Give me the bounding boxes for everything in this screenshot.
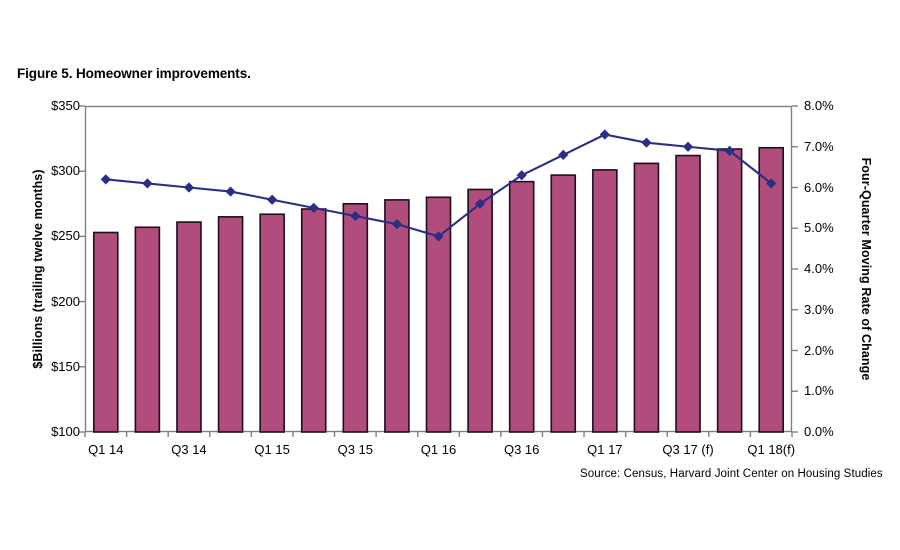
line-point-q2-17 bbox=[641, 137, 652, 148]
bar-q1-17 bbox=[592, 169, 618, 433]
line-point-q4-17 bbox=[724, 145, 735, 156]
bar-q2-15 bbox=[300, 208, 327, 433]
line-point-q1-17 bbox=[599, 129, 610, 140]
bar-q4-14 bbox=[217, 216, 244, 433]
line-point-q2-16 bbox=[474, 198, 486, 209]
chart-title: Figure 5. Homeowner improvements. bbox=[17, 66, 251, 81]
line-point-q1-18 bbox=[766, 178, 777, 189]
bar-q1-18 bbox=[758, 146, 785, 433]
line-point-q1-15 bbox=[267, 194, 278, 205]
line-point-q1-14 bbox=[100, 174, 111, 185]
line-point-q4-16 bbox=[558, 149, 569, 161]
line-point-q2-15 bbox=[308, 202, 319, 213]
bar-q4-15 bbox=[384, 199, 410, 433]
line-point-q1-16 bbox=[433, 231, 444, 242]
line-point-q3-14 bbox=[183, 182, 195, 193]
bar-q1-14 bbox=[92, 231, 119, 433]
bar-q2-17 bbox=[633, 162, 660, 433]
line-point-q4-14 bbox=[225, 186, 236, 197]
line-point-q4-15 bbox=[391, 219, 403, 230]
bar-q3-15 bbox=[342, 203, 369, 433]
bar-q2-14 bbox=[134, 226, 161, 433]
line-point-q3-15 bbox=[350, 210, 361, 222]
line-point-q3-17 bbox=[682, 141, 694, 152]
line-point-q3-16 bbox=[516, 170, 527, 181]
bar-q2-16 bbox=[467, 188, 493, 433]
bar-q1-15 bbox=[259, 213, 285, 433]
bar-q3-17 bbox=[675, 154, 701, 433]
line-point-q2-14 bbox=[142, 178, 153, 189]
bar-q3-14 bbox=[176, 221, 202, 433]
bar-q3-16 bbox=[508, 180, 535, 433]
bar-q4-17 bbox=[716, 148, 743, 433]
bar-q4-16 bbox=[550, 174, 577, 433]
